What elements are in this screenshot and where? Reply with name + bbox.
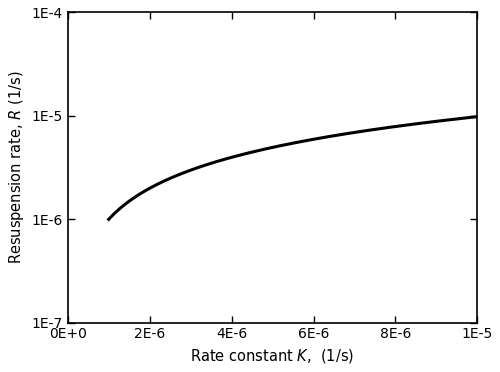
X-axis label: Rate constant $K$,  (1/s): Rate constant $K$, (1/s) — [190, 347, 354, 365]
Y-axis label: Resuspension rate, $R$ (1/s): Resuspension rate, $R$ (1/s) — [7, 71, 26, 264]
